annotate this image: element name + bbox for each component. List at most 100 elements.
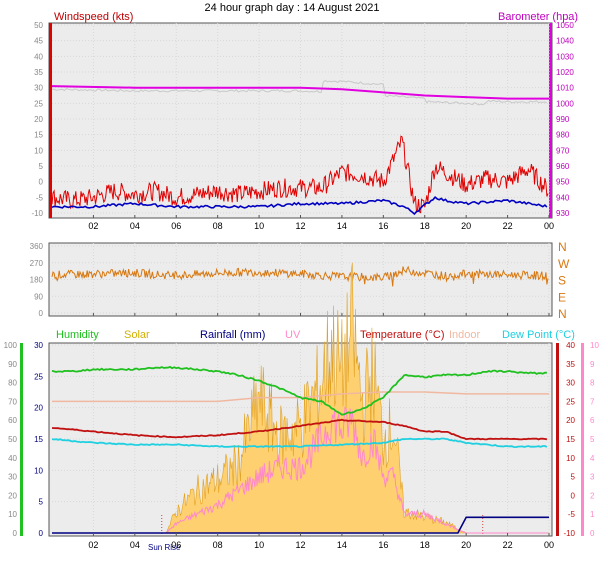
climate-panel: Humidity Solar Rainfall (mm) UV Temperature … — [4, 262, 599, 552]
barometer-tick-label: 930 — [556, 209, 570, 218]
x-tick-label: 04 — [130, 540, 140, 550]
x-tick-label: 04 — [130, 221, 140, 231]
x-tick-label: 16 — [378, 540, 388, 550]
x-tick-label: 06 — [171, 540, 181, 550]
windspeed-tick-label: 10 — [34, 146, 43, 155]
temperature-tick-label: 20 — [566, 416, 575, 425]
x-tick-label: 20 — [461, 221, 471, 231]
temperature-tick-label: 0 — [571, 491, 576, 500]
barometer-line — [51, 85, 549, 100]
x-tick-label: 06 — [171, 221, 181, 231]
windspeed-line — [51, 135, 549, 214]
barometer-tick-label: 1040 — [556, 37, 574, 46]
windspeed-tick-label: 40 — [34, 52, 43, 61]
compass-label: W — [558, 257, 570, 271]
uv-tick-label: 8 — [590, 379, 595, 388]
barometer-tick-label: 950 — [556, 178, 570, 187]
compass-label: S — [558, 274, 566, 288]
legend-item: Temperature (°C) — [360, 329, 444, 341]
x-tick-label: 08 — [213, 540, 223, 550]
compass-label: N — [558, 307, 567, 321]
legend-item: Solar — [124, 329, 150, 341]
x-tick-label: 12 — [295, 221, 305, 231]
temperature-tick-label: 40 — [566, 341, 575, 350]
barometer-tick-label: 980 — [556, 131, 570, 140]
barometer-trace-line — [51, 79, 548, 106]
temperature-tick-label: 25 — [566, 397, 575, 406]
windspeed-tick-label: 45 — [34, 37, 43, 46]
barometer-axis-title: Barometer (hpa) — [498, 11, 578, 23]
legend-item: Indoor — [449, 329, 481, 341]
x-tick-label: 00 — [544, 221, 554, 231]
page-title: 24 hour graph day : 14 August 2021 — [205, 2, 380, 14]
temperature-tick-label: -5 — [568, 510, 576, 519]
windspeed-tick-label: 35 — [34, 68, 43, 77]
uv-tick-label: 2 — [590, 491, 595, 500]
barometer-axis-bar — [549, 23, 552, 218]
barometer-tick-label: 1000 — [556, 99, 574, 108]
dewpoint-line — [51, 437, 548, 449]
humidity-tick-label: 10 — [8, 510, 17, 519]
legend-item: UV — [285, 329, 301, 341]
x-tick-label: 10 — [254, 540, 264, 550]
compass-label: E — [558, 290, 566, 304]
legend-item: Dew Point (°C) — [502, 329, 575, 341]
x-tick-label: 02 — [88, 540, 98, 550]
temperature-tick-label: 15 — [566, 435, 575, 444]
barometer-tick-label: 1050 — [556, 21, 574, 30]
humidity-tick-label: 40 — [8, 454, 17, 463]
temperature-tick-label: 10 — [566, 454, 575, 463]
humidity-tick-label: 30 — [8, 473, 17, 482]
x-tick-label: 10 — [254, 221, 264, 231]
uv-tick-label: 10 — [590, 341, 599, 350]
barometer-tick-label: 990 — [556, 115, 570, 124]
windspeed-axis-bar — [49, 23, 52, 218]
humidity-tick-label: 100 — [4, 341, 18, 350]
indoor-line — [52, 391, 549, 403]
windspeed-tick-label: 50 — [34, 21, 43, 30]
uv-tick-label: 6 — [590, 416, 595, 425]
uv-tick-label: 9 — [590, 360, 595, 369]
temperature-tick-label: 30 — [566, 379, 575, 388]
direction-tick-label: 270 — [30, 259, 44, 268]
x-tick-label: 22 — [503, 540, 513, 550]
humidity-tick-label: 60 — [8, 416, 17, 425]
windspeed-tick-label: 20 — [34, 115, 43, 124]
x-tick-label: 22 — [503, 221, 513, 231]
barometer-tick-label: 940 — [556, 193, 570, 202]
x-tick-label: 18 — [420, 540, 430, 550]
humidity-axis-bar — [20, 343, 23, 536]
rainfall-tick-label: 25 — [34, 372, 43, 381]
rainfall-line — [52, 516, 549, 534]
temperature-tick-label: 5 — [571, 473, 576, 482]
compass-label: N — [558, 240, 567, 254]
barometer-tick-label: 1020 — [556, 68, 574, 77]
uv-tick-label: 3 — [590, 473, 595, 482]
humidity-tick-label: 90 — [8, 360, 17, 369]
x-tick-label: 14 — [337, 221, 347, 231]
legend-item: Humidity — [56, 329, 99, 341]
uv-tick-label: 1 — [590, 510, 595, 519]
rainfall-tick-label: 20 — [34, 404, 43, 413]
x-tick-label: 08 — [213, 221, 223, 231]
uv-tick-label: 4 — [590, 454, 595, 463]
x-tick-label: 12 — [295, 540, 305, 550]
x-tick-label: 14 — [337, 540, 347, 550]
x-tick-label: 02 — [88, 221, 98, 231]
barometer-tick-label: 960 — [556, 162, 570, 171]
average-wind-line — [51, 195, 548, 216]
direction-tick-label: 0 — [39, 309, 44, 318]
rainfall-tick-label: 30 — [34, 341, 43, 350]
temperature-line — [51, 418, 548, 441]
barometer-tick-label: 1030 — [556, 52, 574, 61]
rainfall-tick-label: 5 — [39, 498, 44, 507]
windspeed-axis-title: Windspeed (kts) — [54, 11, 133, 23]
humidity-tick-label: 50 — [8, 435, 17, 444]
legend-item: Rainfall (mm) — [200, 329, 265, 341]
humidity-tick-label: 20 — [8, 491, 17, 500]
temperature-axis-bar — [556, 343, 559, 536]
direction-tick-label: 360 — [30, 242, 44, 251]
rainfall-tick-label: 0 — [39, 529, 44, 538]
rainfall-tick-label: 15 — [34, 435, 43, 444]
